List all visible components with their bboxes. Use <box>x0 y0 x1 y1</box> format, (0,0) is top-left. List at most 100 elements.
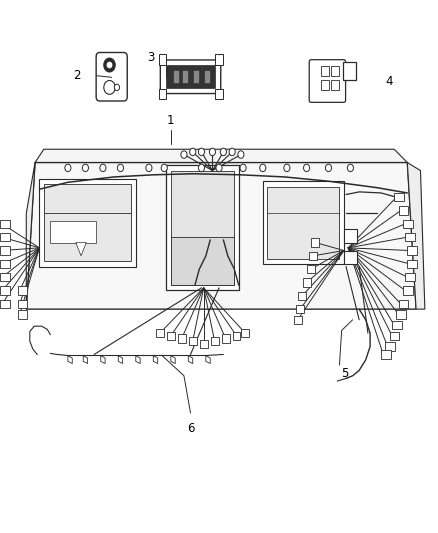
Bar <box>222 334 230 343</box>
Text: 4: 4 <box>385 75 393 88</box>
Bar <box>403 286 413 295</box>
Bar <box>166 65 215 88</box>
Circle shape <box>146 164 152 172</box>
Bar <box>321 80 328 90</box>
FancyBboxPatch shape <box>96 53 127 101</box>
Circle shape <box>104 58 115 72</box>
Bar <box>394 193 404 201</box>
Bar <box>215 88 223 99</box>
Circle shape <box>107 62 112 68</box>
Circle shape <box>198 164 205 172</box>
Bar <box>182 70 188 83</box>
Circle shape <box>325 164 332 172</box>
Bar <box>167 332 175 340</box>
Bar <box>399 300 408 308</box>
Bar <box>399 206 408 215</box>
Bar <box>44 184 131 261</box>
Bar <box>0 246 10 255</box>
Bar <box>307 265 315 273</box>
Circle shape <box>304 164 310 172</box>
Circle shape <box>114 84 120 91</box>
Bar <box>321 66 328 76</box>
Bar <box>204 70 210 83</box>
Circle shape <box>100 164 106 172</box>
Polygon shape <box>407 163 425 309</box>
Bar <box>0 260 10 268</box>
Bar <box>405 233 415 241</box>
Bar <box>241 329 249 337</box>
Circle shape <box>229 148 235 156</box>
Text: 3: 3 <box>148 51 155 64</box>
Bar <box>263 181 344 264</box>
Circle shape <box>198 148 205 156</box>
Bar <box>309 252 317 260</box>
Circle shape <box>82 164 88 172</box>
Bar <box>294 316 302 324</box>
Bar <box>0 286 10 295</box>
Bar <box>173 70 179 83</box>
Bar <box>159 88 166 99</box>
Bar <box>159 54 166 65</box>
Bar <box>193 70 199 83</box>
Bar <box>18 286 27 295</box>
Bar <box>344 229 357 243</box>
Circle shape <box>209 148 215 156</box>
Bar <box>171 171 234 285</box>
Circle shape <box>216 164 222 172</box>
Circle shape <box>181 151 187 158</box>
Bar <box>0 273 10 281</box>
Bar <box>18 300 27 308</box>
Text: 5: 5 <box>341 367 348 379</box>
Circle shape <box>161 164 167 172</box>
Bar <box>171 237 234 285</box>
FancyBboxPatch shape <box>160 60 221 94</box>
Bar <box>381 350 391 359</box>
Bar <box>50 221 96 243</box>
Bar <box>233 332 240 340</box>
Bar <box>403 220 413 228</box>
Polygon shape <box>26 163 35 309</box>
Bar <box>298 292 306 300</box>
Bar <box>18 310 27 319</box>
Bar <box>392 321 402 329</box>
Circle shape <box>117 164 124 172</box>
Bar <box>166 165 239 290</box>
Bar <box>331 66 339 76</box>
Bar <box>405 273 415 281</box>
Circle shape <box>190 148 196 156</box>
Circle shape <box>260 164 266 172</box>
Circle shape <box>347 164 353 172</box>
Bar <box>385 342 395 351</box>
Bar <box>331 80 339 90</box>
Bar <box>343 62 356 80</box>
Bar <box>215 54 223 65</box>
Bar <box>311 238 319 247</box>
Bar <box>0 300 10 308</box>
Bar <box>396 310 406 319</box>
Bar <box>178 334 186 343</box>
Text: 1: 1 <box>167 114 175 127</box>
Circle shape <box>238 151 244 158</box>
Circle shape <box>240 164 246 172</box>
Bar <box>407 260 417 268</box>
Text: 6: 6 <box>187 422 194 435</box>
Bar <box>407 246 417 255</box>
Bar <box>296 305 304 313</box>
Circle shape <box>220 148 226 156</box>
Bar <box>344 251 357 264</box>
Circle shape <box>65 164 71 172</box>
Bar <box>189 337 197 345</box>
Polygon shape <box>26 163 416 309</box>
Text: 2: 2 <box>74 69 81 82</box>
Bar <box>390 332 399 340</box>
Bar <box>0 220 10 228</box>
Bar <box>211 337 219 345</box>
Bar <box>0 233 10 241</box>
Bar <box>156 329 164 337</box>
Polygon shape <box>76 243 86 256</box>
FancyBboxPatch shape <box>309 60 346 102</box>
Circle shape <box>284 164 290 172</box>
Bar <box>303 278 311 287</box>
Bar <box>200 340 208 348</box>
Polygon shape <box>35 149 407 163</box>
